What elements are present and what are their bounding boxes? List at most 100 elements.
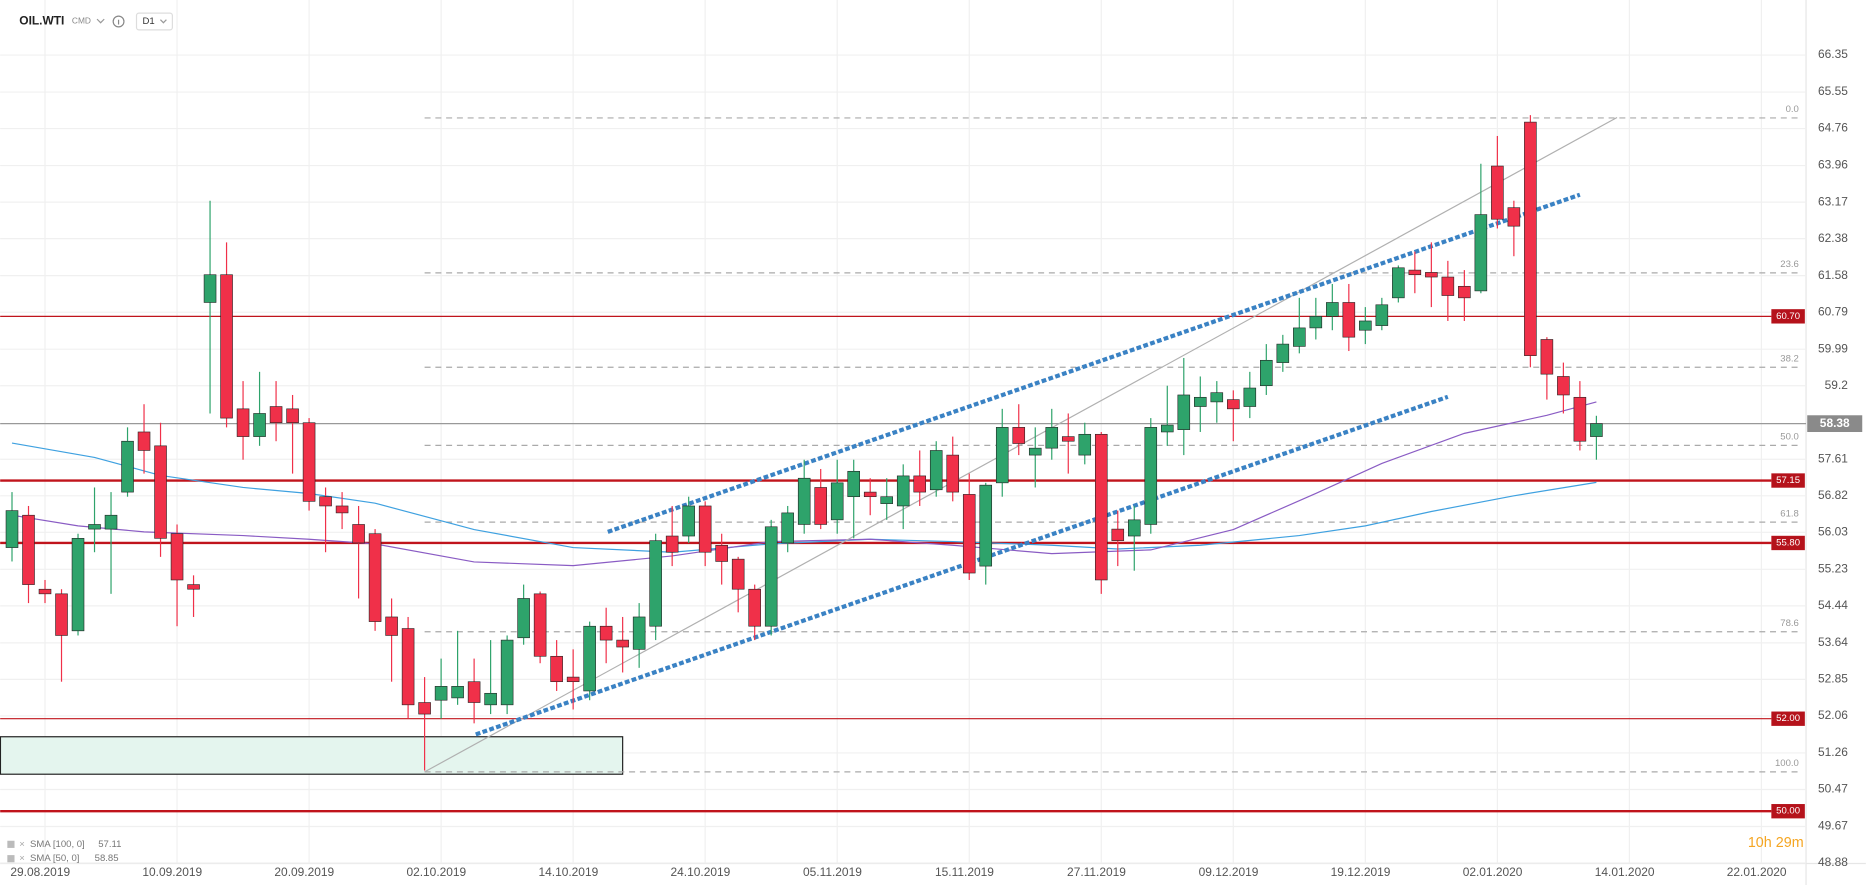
y-tick-label: 56.03	[1818, 524, 1848, 538]
y-tick-label: 52.06	[1818, 708, 1848, 722]
candle-body	[1144, 427, 1158, 525]
candle-body	[88, 524, 101, 530]
candle-body	[1227, 399, 1240, 410]
candle-body	[418, 702, 431, 715]
legend-icon	[7, 840, 15, 848]
candle-body	[203, 274, 217, 303]
candle-body	[55, 593, 68, 636]
candle-body	[220, 274, 233, 419]
fib-label: 100.0	[1775, 758, 1799, 769]
candle-body	[566, 676, 580, 683]
y-tick-label: 59.2	[1825, 378, 1849, 392]
price-level-tag	[1771, 309, 1805, 324]
y-tick-label: 65.55	[1818, 84, 1848, 98]
candle-body	[665, 535, 679, 553]
candle-body	[1094, 433, 1108, 581]
candle-body	[583, 625, 596, 692]
trendline	[475, 394, 1449, 737]
candle-body	[599, 625, 613, 641]
plot: 0.0 23.6 38.2 50.0 61.8 78.6 100.0 60.70 57.15 55…	[0, 104, 1863, 864]
candle-body	[1524, 121, 1537, 356]
timeframe-box[interactable]	[135, 12, 173, 31]
candle-body	[22, 514, 35, 585]
candle-body	[1276, 343, 1290, 363]
x-tick-label: 15.11.2019	[935, 865, 994, 879]
candle-body	[1342, 302, 1356, 338]
x-tick-label: 22.01.2020	[1727, 865, 1787, 879]
candle-body	[649, 540, 662, 627]
candle-body	[5, 510, 19, 548]
candle-body	[1359, 320, 1372, 331]
candle-body	[616, 639, 629, 648]
candle-body	[1111, 528, 1125, 541]
candle-body	[319, 496, 332, 507]
candle-body	[71, 538, 85, 632]
candle-body	[1012, 427, 1026, 444]
candle-body	[946, 454, 960, 493]
legend-x: ×	[19, 839, 25, 850]
candle-body	[1491, 165, 1504, 220]
candle-body	[1441, 276, 1455, 296]
x-tick-label: 27.11.2019	[1067, 865, 1126, 879]
candle-body	[962, 494, 976, 574]
zone	[0, 736, 624, 775]
last-price-tag	[1807, 415, 1863, 433]
x-tick-label: 02.01.2020	[1463, 865, 1523, 879]
countdown: 10h 29m	[1748, 835, 1804, 851]
price-level-label: 55.80	[1776, 537, 1800, 548]
sma-line	[11, 401, 1597, 567]
candle-body	[1590, 423, 1603, 437]
legend-icon	[7, 855, 15, 863]
price-level-label: 50.00	[1776, 806, 1800, 817]
price-level-label: 52.00	[1776, 713, 1800, 724]
candle-body	[913, 475, 927, 493]
candle-body	[1061, 436, 1075, 442]
y-tick-label: 54.44	[1818, 598, 1848, 612]
candle-body	[1161, 424, 1174, 433]
candle-body	[170, 533, 184, 581]
y-tick-label: 51.26	[1818, 745, 1848, 759]
candle-body	[830, 482, 844, 521]
candle-body	[352, 524, 365, 544]
candle-body	[550, 655, 563, 683]
dropdown-arrow[interactable]	[96, 18, 105, 24]
y-tick-label: 48.88	[1818, 855, 1848, 869]
price-level-tag	[1771, 711, 1805, 726]
x-tick-label: 29.08.2019	[10, 865, 70, 879]
legend-name: SMA [50, 0]	[30, 853, 79, 864]
y-tick-label: 50.47	[1818, 782, 1848, 796]
candle-body	[1408, 269, 1422, 276]
candle-body	[286, 408, 299, 424]
header: OIL.WTI CMD D1 10h 29m	[19, 12, 1804, 851]
legend-name: SMA [100, 0]	[30, 839, 85, 850]
candle-body	[1243, 387, 1257, 407]
candle-body	[1194, 396, 1207, 407]
price-level-label: 60.70	[1776, 311, 1800, 322]
candle-body	[533, 593, 547, 657]
symbol[interactable]: OIL.WTI	[19, 14, 64, 28]
timeframe-arrow	[159, 19, 167, 24]
price-level-tag	[1771, 535, 1805, 551]
timeframe[interactable]: D1	[142, 16, 154, 27]
candle-body	[1326, 302, 1339, 317]
candle-body	[104, 514, 118, 530]
candle-body	[1474, 214, 1488, 292]
y-tick-label: 61.58	[1818, 268, 1848, 282]
candle-body	[731, 558, 745, 590]
candle-body	[1177, 394, 1191, 430]
candle-body	[368, 533, 382, 622]
last-price-label: 58.38	[1820, 416, 1850, 430]
candle-body	[517, 598, 530, 639]
y-tick-label: 57.61	[1818, 451, 1848, 465]
candle-body	[1573, 396, 1587, 442]
legend-value: 57.11	[98, 839, 121, 850]
candle-body	[401, 628, 415, 706]
candle-body	[632, 616, 646, 650]
info-icon[interactable]	[112, 15, 125, 28]
candle-body	[385, 616, 398, 636]
candle-body	[269, 406, 283, 424]
candle-body	[1375, 304, 1389, 326]
x-tick-label: 14.10.2019	[538, 865, 598, 879]
